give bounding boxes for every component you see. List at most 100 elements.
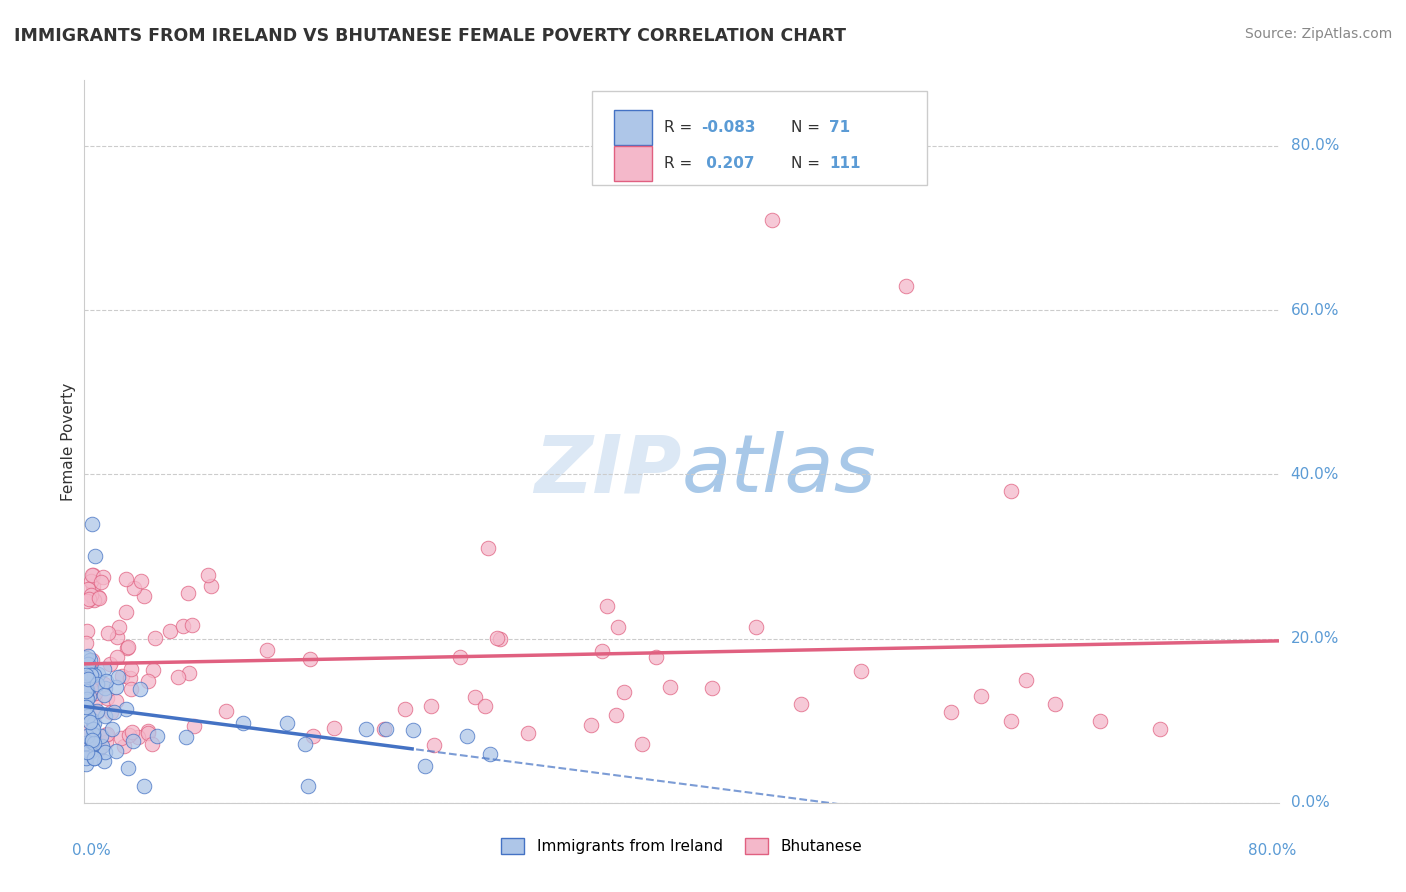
Text: 80.0%: 80.0% xyxy=(1291,138,1339,153)
Point xyxy=(80,733,103,747)
Point xyxy=(172,619,194,633)
Point xyxy=(86,590,108,604)
Point xyxy=(76,729,98,743)
Point xyxy=(93,677,115,691)
Point xyxy=(83,715,105,730)
Text: R =: R = xyxy=(664,156,697,171)
Point xyxy=(75,650,97,665)
Point xyxy=(105,650,128,665)
Text: 0.0%: 0.0% xyxy=(72,843,111,858)
Point xyxy=(76,709,98,723)
Point xyxy=(83,593,105,607)
Text: IMMIGRANTS FROM IRELAND VS BHUTANESE FEMALE POVERTY CORRELATION CHART: IMMIGRANTS FROM IRELAND VS BHUTANESE FEM… xyxy=(14,27,846,45)
Text: atlas: atlas xyxy=(682,432,877,509)
Point xyxy=(83,736,105,750)
FancyBboxPatch shape xyxy=(592,91,927,185)
Point xyxy=(146,729,169,743)
Point xyxy=(79,745,101,759)
Point xyxy=(607,619,630,633)
Point xyxy=(121,734,143,748)
Point xyxy=(82,728,104,742)
Text: 20.0%: 20.0% xyxy=(1291,632,1339,646)
Point xyxy=(117,640,139,654)
Text: 0.0%: 0.0% xyxy=(1291,796,1329,810)
Point xyxy=(80,668,103,682)
Point xyxy=(127,731,149,745)
Point xyxy=(200,580,222,594)
Point xyxy=(103,705,125,719)
Point xyxy=(104,744,127,758)
Point xyxy=(120,671,142,685)
Point xyxy=(104,693,127,707)
Point xyxy=(115,572,138,586)
Point xyxy=(1000,483,1022,498)
Point xyxy=(79,653,101,667)
Point xyxy=(141,737,163,751)
Point xyxy=(700,681,723,695)
Point xyxy=(82,713,104,727)
Point xyxy=(118,728,141,742)
Point xyxy=(93,689,115,703)
Point xyxy=(517,726,540,740)
Point xyxy=(82,722,104,736)
Point xyxy=(373,722,395,736)
Point xyxy=(97,626,120,640)
Point xyxy=(464,690,486,704)
Point xyxy=(122,581,145,595)
Point xyxy=(80,673,103,688)
Point xyxy=(143,631,166,645)
Text: 80.0%: 80.0% xyxy=(1249,843,1296,858)
Point xyxy=(1014,673,1036,687)
Point xyxy=(232,715,254,730)
Point xyxy=(75,690,97,704)
Point xyxy=(86,677,108,691)
Point xyxy=(82,568,104,582)
Point xyxy=(84,686,107,700)
Point xyxy=(93,662,115,676)
Point xyxy=(302,729,325,743)
Point xyxy=(98,657,121,671)
Point xyxy=(120,662,142,676)
Point xyxy=(112,739,135,753)
Point xyxy=(75,671,97,685)
Point xyxy=(180,618,202,632)
Point xyxy=(745,620,768,634)
Text: ZIP: ZIP xyxy=(534,432,682,509)
Point xyxy=(90,574,112,589)
Point xyxy=(83,549,105,564)
Point xyxy=(96,691,118,706)
Point xyxy=(790,698,813,712)
Point xyxy=(86,705,108,719)
Point xyxy=(129,681,152,696)
Point xyxy=(486,631,509,645)
Point xyxy=(86,704,108,718)
Point xyxy=(83,751,105,765)
Point xyxy=(631,737,654,751)
Point xyxy=(374,722,396,736)
Y-axis label: Female Poverty: Female Poverty xyxy=(60,383,76,500)
Point xyxy=(402,723,425,737)
Point xyxy=(120,682,142,697)
Point xyxy=(413,759,436,773)
Point xyxy=(75,672,97,686)
Legend: Immigrants from Ireland, Bhutanese: Immigrants from Ireland, Bhutanese xyxy=(495,832,869,860)
Point xyxy=(115,641,138,656)
Point xyxy=(87,742,110,756)
Point xyxy=(174,730,197,744)
Point xyxy=(76,700,98,714)
Point xyxy=(761,212,783,227)
Point xyxy=(76,745,98,759)
Point xyxy=(129,574,152,589)
Point xyxy=(77,648,100,663)
Point xyxy=(970,689,993,703)
Point xyxy=(136,673,159,688)
Point xyxy=(79,739,101,753)
Point xyxy=(82,735,104,749)
Text: 71: 71 xyxy=(830,120,851,135)
Point xyxy=(83,668,105,682)
Point xyxy=(75,683,97,698)
Point xyxy=(100,705,122,719)
Point xyxy=(94,734,117,748)
Point xyxy=(215,704,238,718)
Point xyxy=(108,620,131,634)
